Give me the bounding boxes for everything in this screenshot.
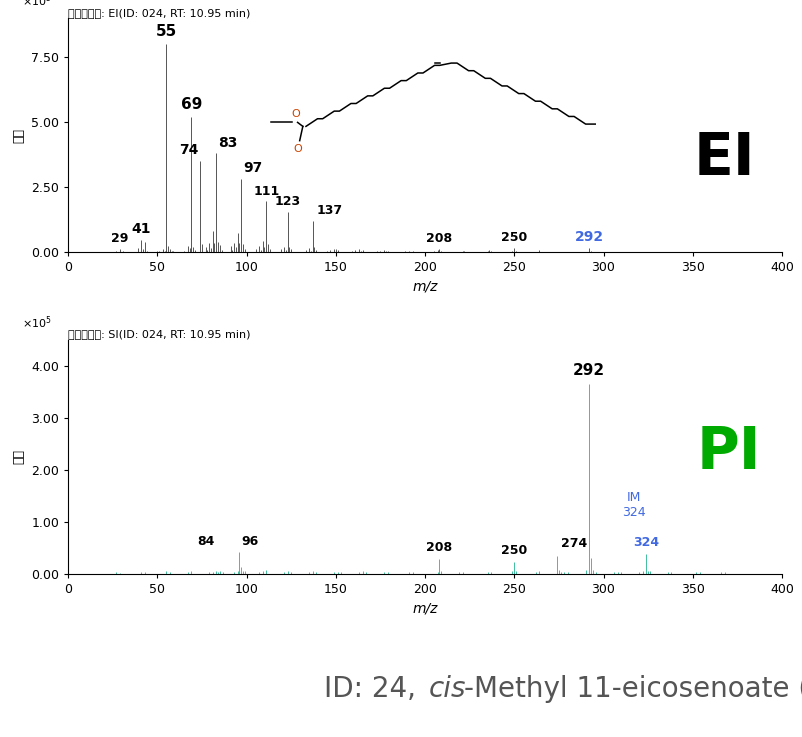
Text: 208: 208 — [427, 232, 452, 245]
Text: スペクトル: SI(ID: 024, RT: 10.95 min): スペクトル: SI(ID: 024, RT: 10.95 min) — [68, 329, 251, 339]
Text: IM
324: IM 324 — [622, 491, 646, 519]
Text: 292: 292 — [573, 363, 606, 378]
Text: 96: 96 — [241, 535, 258, 548]
Text: 274: 274 — [561, 537, 587, 551]
Text: 250: 250 — [501, 231, 528, 244]
Y-axis label: 強度: 強度 — [13, 450, 26, 464]
Text: スペクトル: EI(ID: 024, RT: 10.95 min): スペクトル: EI(ID: 024, RT: 10.95 min) — [68, 7, 250, 18]
Y-axis label: 強度: 強度 — [13, 128, 26, 143]
Text: 111: 111 — [253, 184, 279, 198]
Text: 137: 137 — [316, 204, 342, 217]
Text: 250: 250 — [501, 544, 528, 557]
Text: 324: 324 — [634, 536, 659, 549]
Text: 74: 74 — [179, 143, 198, 157]
Text: 97: 97 — [243, 161, 262, 175]
Text: 292: 292 — [575, 230, 604, 244]
Text: 123: 123 — [274, 195, 301, 208]
Text: ID: 24,: ID: 24, — [324, 675, 425, 703]
Text: 55: 55 — [156, 24, 177, 39]
Text: cis: cis — [428, 675, 466, 703]
X-axis label: m/z: m/z — [412, 279, 438, 293]
X-axis label: m/z: m/z — [412, 601, 438, 615]
Text: -Methyl 11-eicosenoate (C20:1n9): -Methyl 11-eicosenoate (C20:1n9) — [464, 675, 802, 703]
Text: EI: EI — [694, 130, 755, 187]
Text: $\times10^5$: $\times10^5$ — [22, 0, 51, 9]
Text: 208: 208 — [427, 541, 452, 554]
Text: $\times10^5$: $\times10^5$ — [22, 314, 51, 331]
Text: 83: 83 — [218, 136, 237, 150]
Text: 41: 41 — [132, 222, 151, 236]
Text: PI: PI — [696, 424, 760, 481]
Text: 84: 84 — [197, 535, 214, 548]
Text: 29: 29 — [111, 232, 128, 245]
Text: 69: 69 — [180, 97, 202, 112]
